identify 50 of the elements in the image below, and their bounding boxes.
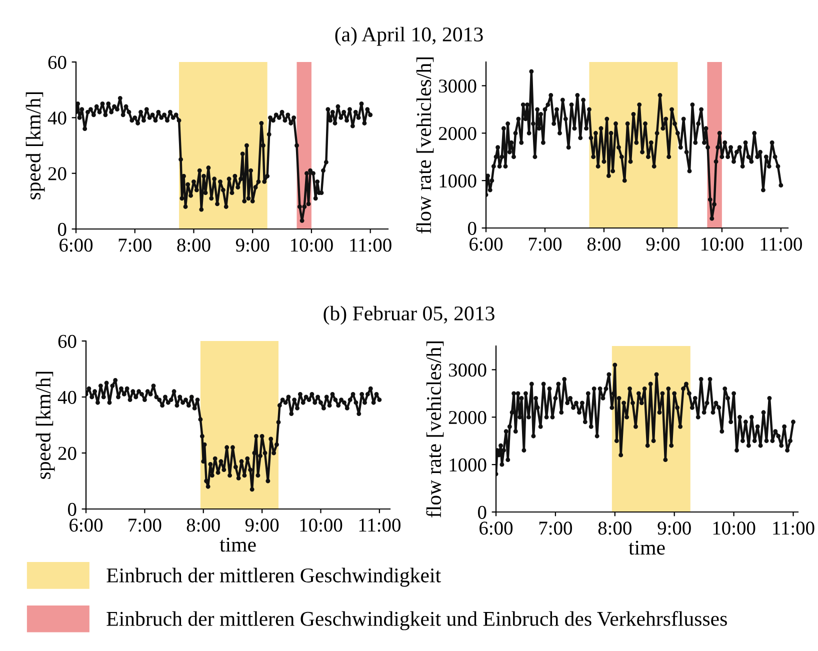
y-axis-title: speed [km/h] <box>36 372 55 479</box>
y-tick-label: 40 <box>48 111 66 125</box>
y-axis-title: flow rate [vehicles/h] <box>416 57 434 234</box>
x-tick-label: 8:00 <box>587 238 621 251</box>
x-tick-label: 11:00 <box>350 238 392 252</box>
y-tick-label: 1000 <box>440 174 476 188</box>
y-tick-label: 2000 <box>448 410 486 424</box>
x-tick-label: 10:00 <box>713 522 756 535</box>
y-tick-label: 20 <box>48 167 66 180</box>
x-tick-label: 11:00 <box>760 238 802 251</box>
x-axis-title: time <box>220 538 256 552</box>
x-tick-label: 6:00 <box>470 238 503 251</box>
x-tick-label: 7:00 <box>118 238 152 252</box>
y-tick-label: 1000 <box>450 458 486 472</box>
y-tick-label: 20 <box>58 446 76 460</box>
x-tick-label: 8:00 <box>598 522 632 535</box>
x-tick-label: 11:00 <box>359 518 400 532</box>
x-tick-label: 9:00 <box>236 238 270 252</box>
x-tick-label: 7:00 <box>539 522 572 535</box>
x-tick-label: 9:00 <box>646 238 680 251</box>
x-tick-label: 8:00 <box>177 238 210 252</box>
y-axis-title: speed [km/h] <box>26 92 45 200</box>
x-tick-label: 7:00 <box>128 518 162 532</box>
y-tick-label: 60 <box>48 56 66 69</box>
x-tick-label: 10:00 <box>291 238 333 252</box>
y-tick-label: 0 <box>58 222 66 236</box>
legend-label: Einbruch der mittleren Geschwindigkeit <box>106 568 441 587</box>
y-tick-label: 0 <box>68 502 76 516</box>
chart-title: (b) Februar 05, 2013 <box>324 306 494 325</box>
x-tick-label: 6:00 <box>60 238 93 252</box>
x-tick-label: 7:00 <box>528 238 562 251</box>
x-tick-label: 11:00 <box>773 522 814 535</box>
x-tick-label: 9:00 <box>658 522 691 535</box>
y-tick-label: 40 <box>58 390 76 404</box>
x-tick-label: 10:00 <box>300 518 342 532</box>
x-tick-label: 8:00 <box>186 518 220 532</box>
y-axis-title: flow rate [vehicles/h] <box>426 341 444 518</box>
x-axis-title: time <box>628 540 665 555</box>
x-tick-label: 6:00 <box>480 522 513 535</box>
y-tick-label: 3000 <box>449 364 486 377</box>
y-tick-label: 0 <box>478 506 486 519</box>
x-tick-label: 6:00 <box>70 518 103 532</box>
y-tick-label: 0 <box>468 222 476 235</box>
y-tick-label: 2000 <box>438 126 476 140</box>
legend-label: Einbruch der mittleren Geschwindigkeit und Einbruch des Verkehrsflusses <box>106 611 727 630</box>
y-tick-label: 3000 <box>439 80 476 93</box>
chart-title: (a) April 10, 2013 <box>335 26 483 46</box>
x-tick-label: 10:00 <box>702 238 744 251</box>
x-tick-label: 9:00 <box>245 518 279 532</box>
y-tick-label: 60 <box>58 334 76 348</box>
